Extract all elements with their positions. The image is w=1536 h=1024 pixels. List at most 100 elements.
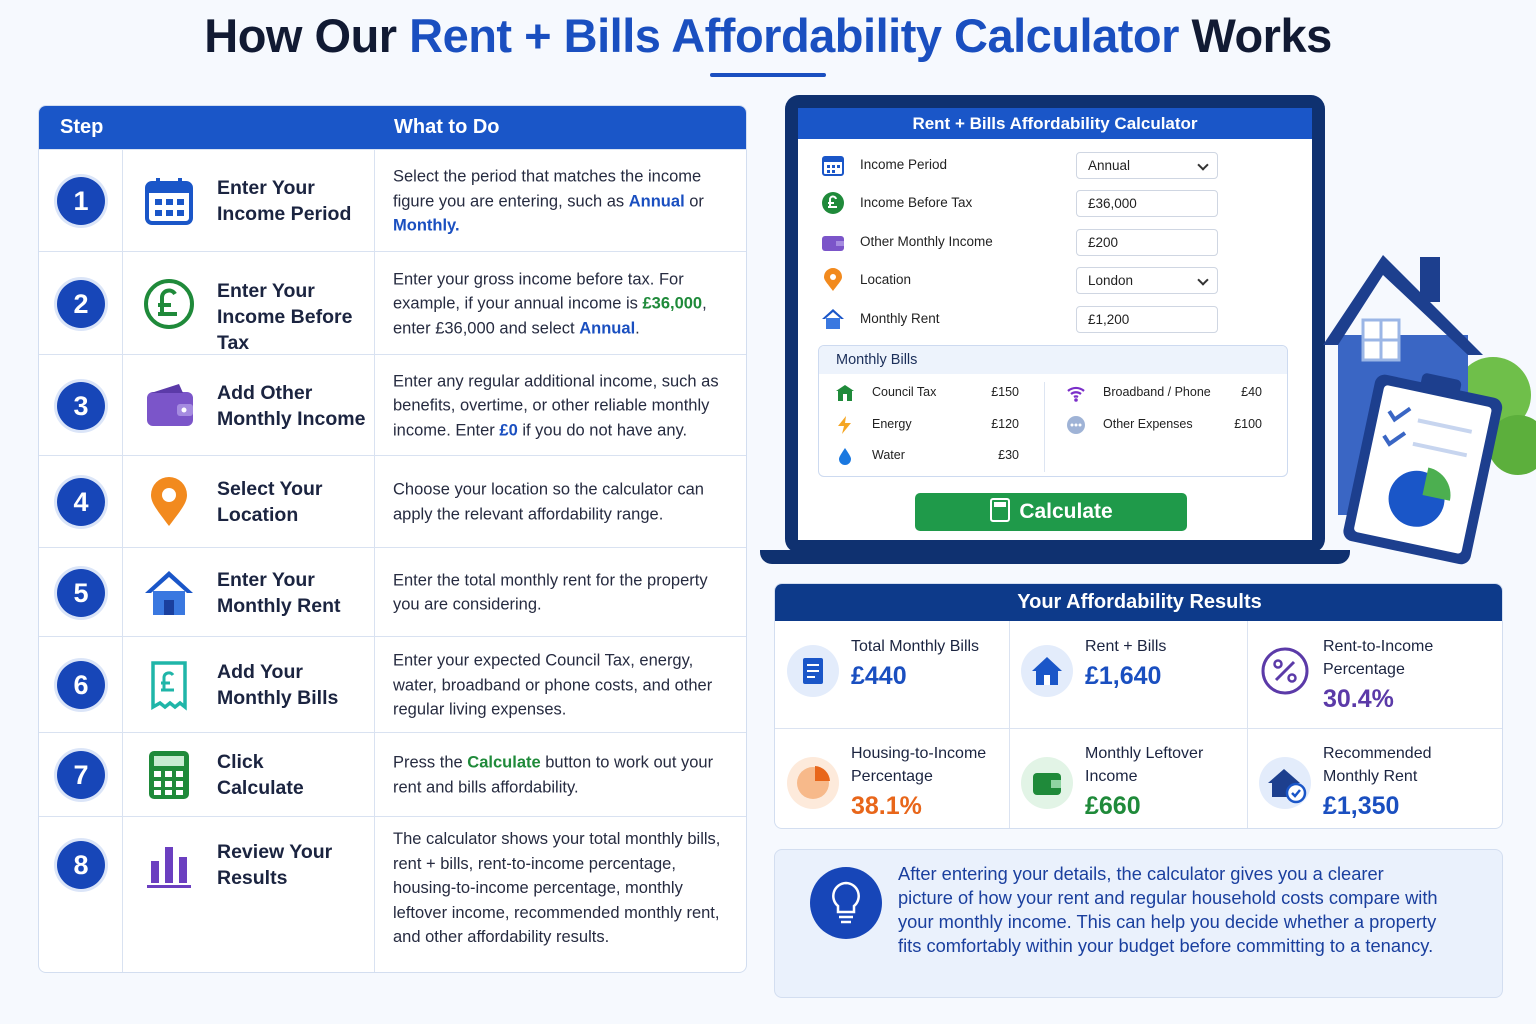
calculator-title: Rent + Bills Affordability Calculator [798, 108, 1312, 139]
field-input[interactable]: £1,200 [1076, 306, 1218, 333]
icon-rect [154, 771, 161, 777]
description-part: , enter £36,000 and select [393, 294, 707, 337]
field-input[interactable]: London [1076, 267, 1218, 294]
field-icon [822, 156, 844, 176]
result-icon [787, 757, 839, 809]
step-number: 5 [57, 568, 105, 617]
result-label: Total Monthly Bills [851, 638, 980, 655]
grid-line [1009, 621, 1010, 828]
result-cell: Housing-to-Income Percentage 38.1% [851, 742, 1005, 821]
icon-path [839, 448, 851, 465]
results-title: Your Affordability Results [775, 584, 1502, 621]
icon-circle [1070, 423, 1074, 427]
icon-circle [1074, 398, 1078, 402]
description-part: button to work out your rent and bills a… [393, 753, 714, 797]
field-input[interactable]: £200 [1076, 229, 1218, 256]
result-cell: Rent-to-Income Percentage 30.4% [1323, 635, 1500, 714]
field-label: Income Period [860, 157, 948, 172]
bill-value: £30 [998, 448, 1019, 462]
icon-rect [166, 199, 173, 205]
field-value: £1,200 [1088, 312, 1130, 327]
column-header: What to Do [394, 116, 500, 138]
description-part: Enter any regular additional income, suc… [393, 371, 719, 439]
field-icon [824, 268, 842, 291]
step-title: Enter Your Income Before Tax [217, 278, 387, 356]
step-description: Enter any regular additional income, suc… [393, 369, 738, 443]
step-icon [147, 383, 193, 426]
grid-line [775, 728, 1502, 729]
icon-rect [832, 170, 835, 173]
step-number: 1 [57, 177, 105, 225]
step-icon [145, 178, 193, 225]
result-value: £440 [851, 662, 907, 690]
description-part: The calculator shows your total monthly … [393, 830, 721, 946]
column-header: Step [60, 116, 104, 138]
icon-circle [1273, 659, 1283, 669]
step-title-line: Enter Your [217, 568, 315, 591]
icon-rect [1033, 773, 1061, 795]
step-title: Add Your Monthly Bills [217, 659, 387, 711]
description-part: . [635, 318, 640, 337]
field-value: £200 [1088, 235, 1119, 250]
icon-rect [154, 781, 161, 787]
result-cell: Recommended Monthly Rent £1,350 [1323, 742, 1500, 821]
bill-value: £120 [991, 417, 1019, 431]
step-title: Review Your Results [217, 839, 387, 891]
icon-rect [147, 183, 191, 193]
description-part: Calculate [467, 753, 541, 772]
step-description: Enter your expected Council Tax, energy,… [393, 648, 738, 722]
bills-divider [1044, 382, 1045, 472]
bill-label: Energy [872, 417, 912, 431]
title-part: Works [1191, 9, 1332, 62]
icon-rect [827, 170, 830, 173]
grid-line [1247, 621, 1248, 828]
step-icon [144, 278, 194, 329]
icon-rect [151, 861, 159, 883]
icon-rect [166, 210, 173, 216]
icon-rect [165, 771, 172, 777]
icon-polygon [1268, 769, 1300, 783]
icon-polygon [1032, 657, 1062, 671]
calculate-button[interactable]: Calculate [915, 493, 1187, 531]
icon-rect [164, 599, 174, 615]
step-title-line: Enter Your [217, 279, 315, 302]
field-label: Other Monthly Income [860, 234, 993, 249]
bill-label: Other Expenses [1103, 417, 1193, 431]
icon-g [827, 165, 840, 173]
step-title-line: Calculate [217, 777, 304, 799]
result-value: 30.4% [1323, 685, 1394, 713]
field-icon [822, 309, 844, 329]
field-value: Annual [1088, 158, 1131, 173]
result-value: £1,350 [1323, 792, 1400, 820]
description-part: Enter the total monthly rent for the pro… [393, 571, 708, 614]
icon-circle [830, 274, 836, 280]
icon-rect [836, 241, 844, 246]
check [1382, 431, 1407, 447]
bill-icon [1067, 386, 1085, 402]
step-title-line: Results [217, 867, 288, 889]
field-input[interactable]: £36,000 [1076, 190, 1218, 217]
icon-rect [155, 199, 162, 205]
dropdown-chevron [1197, 274, 1209, 286]
description-part: Choose your location so the calculator c… [393, 480, 704, 524]
step-title-line: Monthly Rent [217, 594, 341, 617]
step-title: Select Your Location [217, 476, 387, 528]
step-icon [151, 661, 187, 711]
bill-icon [839, 448, 851, 465]
calc-screen [994, 502, 1007, 507]
icon-circle [181, 407, 187, 412]
icon-polygon [145, 570, 193, 593]
bill-value: £40 [1241, 385, 1262, 399]
step-row: 6 Add Your Monthly Bills Enter your expecte… [39, 636, 746, 732]
step-title-line: Enter Your [217, 177, 315, 199]
icon-rect [826, 318, 840, 329]
icon-rect [176, 771, 183, 777]
icon-path [161, 671, 175, 692]
icon-path [815, 766, 830, 781]
column-divider [374, 149, 375, 972]
result-label: Rent-to-Income Percentage [1323, 638, 1434, 678]
field-input[interactable]: Annual [1076, 152, 1218, 179]
calc-icon [990, 498, 1011, 522]
icon-rect [1044, 675, 1050, 685]
